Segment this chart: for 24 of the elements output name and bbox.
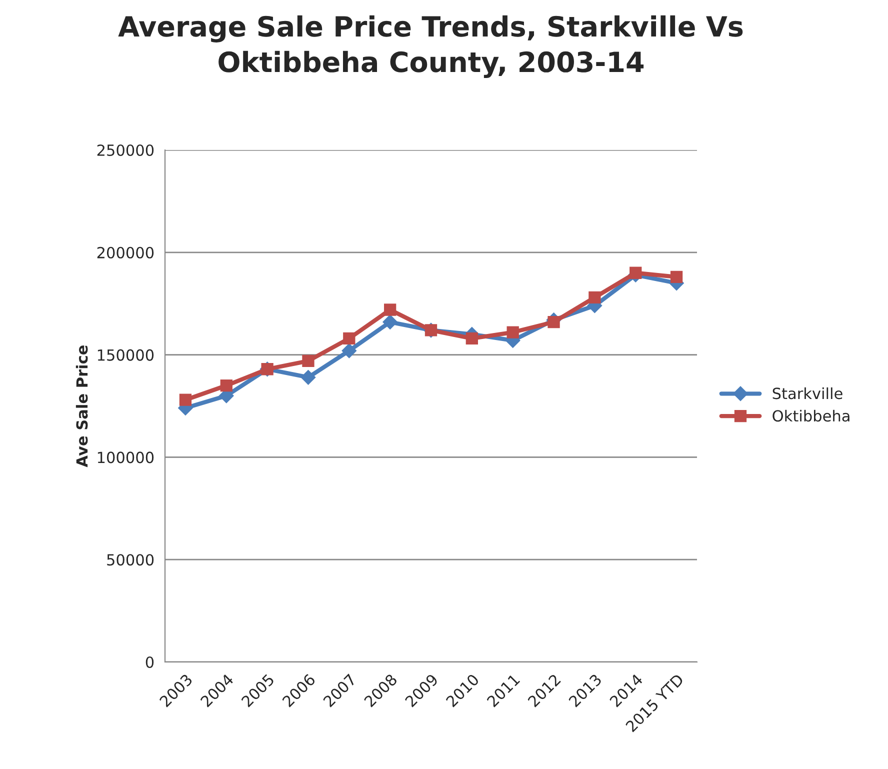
point xyxy=(506,326,519,338)
legend-label: Starkville xyxy=(772,387,842,400)
point xyxy=(630,266,642,279)
y-tick-label: 100000 xyxy=(98,452,154,464)
y-tick-label: 50000 xyxy=(107,554,154,566)
point xyxy=(670,270,683,284)
chart-title: Average Sale Price Trends, Starkville Vs Oktibbeha County, 2003-14 xyxy=(118,15,743,78)
point xyxy=(342,343,357,358)
point xyxy=(343,332,356,344)
point xyxy=(220,379,232,392)
point xyxy=(384,304,396,316)
y-tick-label: 250000 xyxy=(97,144,154,156)
point xyxy=(588,291,601,304)
point xyxy=(179,394,192,406)
y-tick-label: 200000 xyxy=(97,246,154,258)
point xyxy=(302,354,314,368)
y-tick-label: 0 xyxy=(146,656,154,668)
y-axis-title: Ave Sale Price xyxy=(76,345,88,468)
y-tick-label: 150000 xyxy=(98,349,154,361)
point xyxy=(300,370,316,385)
point xyxy=(382,314,398,330)
point xyxy=(548,316,560,328)
legend-label: Oktibbeha xyxy=(772,410,850,422)
point xyxy=(466,332,478,344)
